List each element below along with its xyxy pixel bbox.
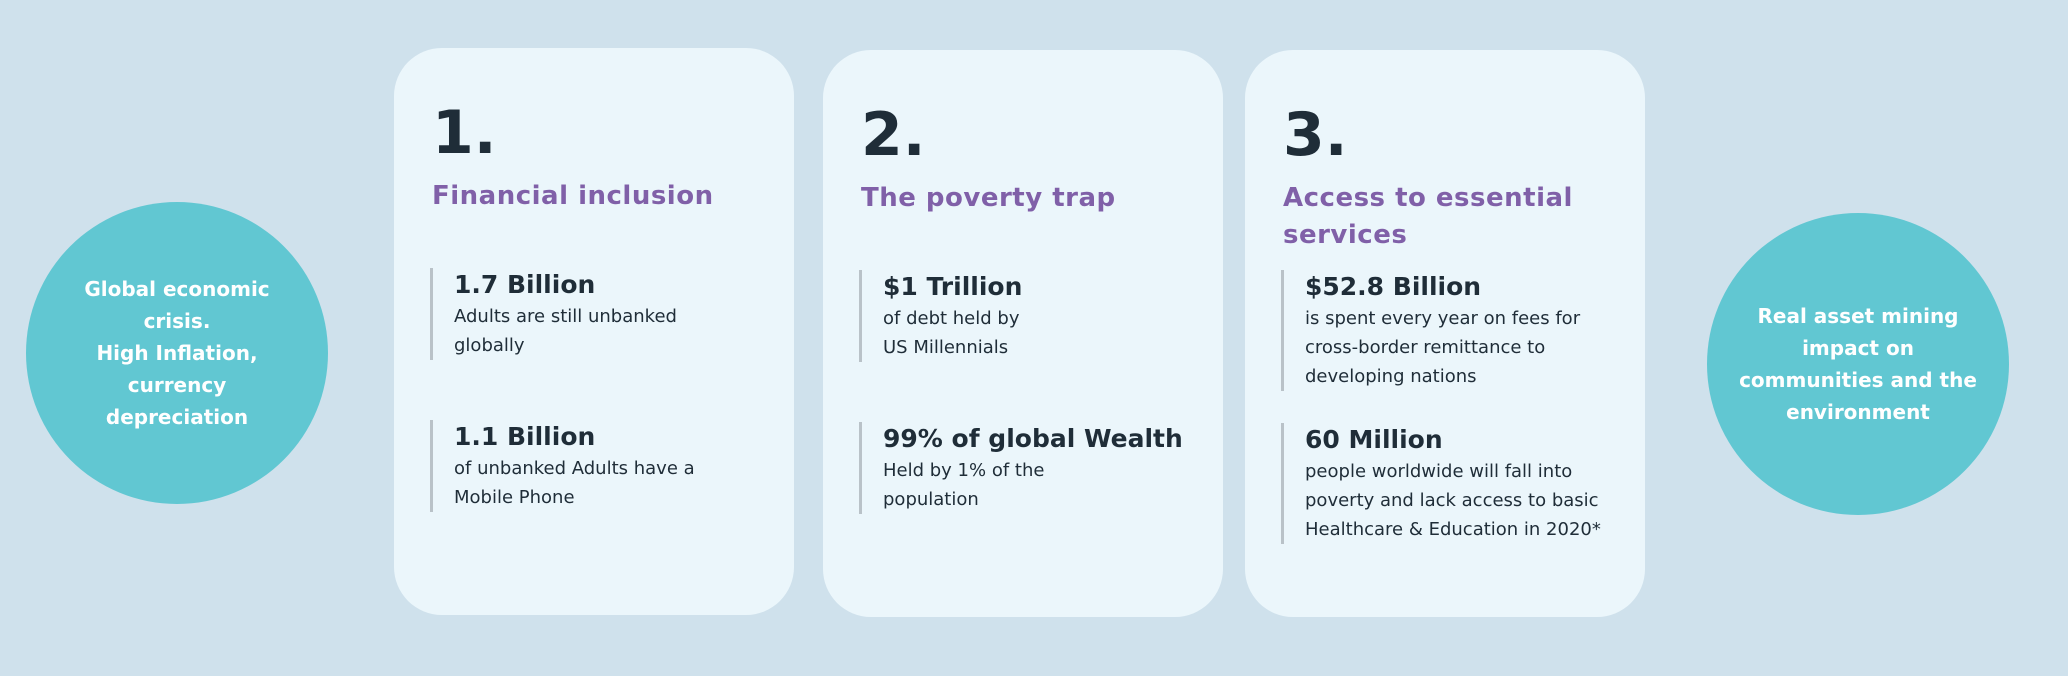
- stat-block: 99% of global Wealth Held by 1% of the p…: [859, 422, 1223, 514]
- stat-value: 1.1 Billion: [454, 422, 596, 451]
- stat-description: of unbanked Adults have a Mobile Phone: [454, 458, 695, 508]
- stat-description: of debt held by US Millennials: [883, 308, 1020, 358]
- card-number: 3.: [1283, 100, 1348, 170]
- stat-block: $1 Trillion of debt held by US Millennia…: [859, 270, 1223, 362]
- stat-description: is spent every year on fees for cross-bo…: [1305, 308, 1581, 387]
- stat-value: $1 Trillion: [883, 272, 1023, 301]
- stat-value: 1.7 Billion: [454, 270, 596, 299]
- card-title: Access to essential services: [1283, 183, 1573, 250]
- card-title: Financial inclusion: [432, 181, 714, 211]
- card-essential-services: 3. Access to essential services $52.8 Bi…: [1245, 50, 1645, 617]
- card-poverty-trap: 2. The poverty trap $1 Trillion of debt …: [823, 50, 1223, 617]
- card-financial-inclusion: 1. Financial inclusion 1.7 Billion Adult…: [394, 48, 794, 615]
- right-circle-text: Real asset mining impact on communities …: [1739, 304, 1977, 424]
- stat-description: Adults are still unbanked globally: [454, 306, 677, 356]
- left-circle-text: Global economic crisis. High Inflation, …: [84, 277, 270, 429]
- stat-description: people worldwide will fall into poverty …: [1305, 461, 1601, 540]
- stat-value: $52.8 Billion: [1305, 272, 1482, 301]
- card-title: The poverty trap: [861, 183, 1116, 213]
- stat-block: 1.7 Billion Adults are still unbanked gl…: [430, 268, 794, 360]
- stat-value: 60 Million: [1305, 425, 1443, 454]
- stat-block: 60 Million people worldwide will fall in…: [1281, 423, 1645, 544]
- right-circle-mining-impact: Real asset mining impact on communities …: [1707, 213, 2009, 515]
- stat-block: $52.8 Billion is spent every year on fee…: [1281, 270, 1645, 391]
- card-number: 1.: [432, 98, 497, 168]
- left-circle-global-crisis: Global economic crisis. High Inflation, …: [26, 202, 328, 504]
- stat-description: Held by 1% of the population: [883, 460, 1045, 510]
- card-number: 2.: [861, 100, 926, 170]
- stat-block: 1.1 Billion of unbanked Adults have a Mo…: [430, 420, 794, 512]
- stat-value: 99% of global Wealth: [883, 424, 1183, 453]
